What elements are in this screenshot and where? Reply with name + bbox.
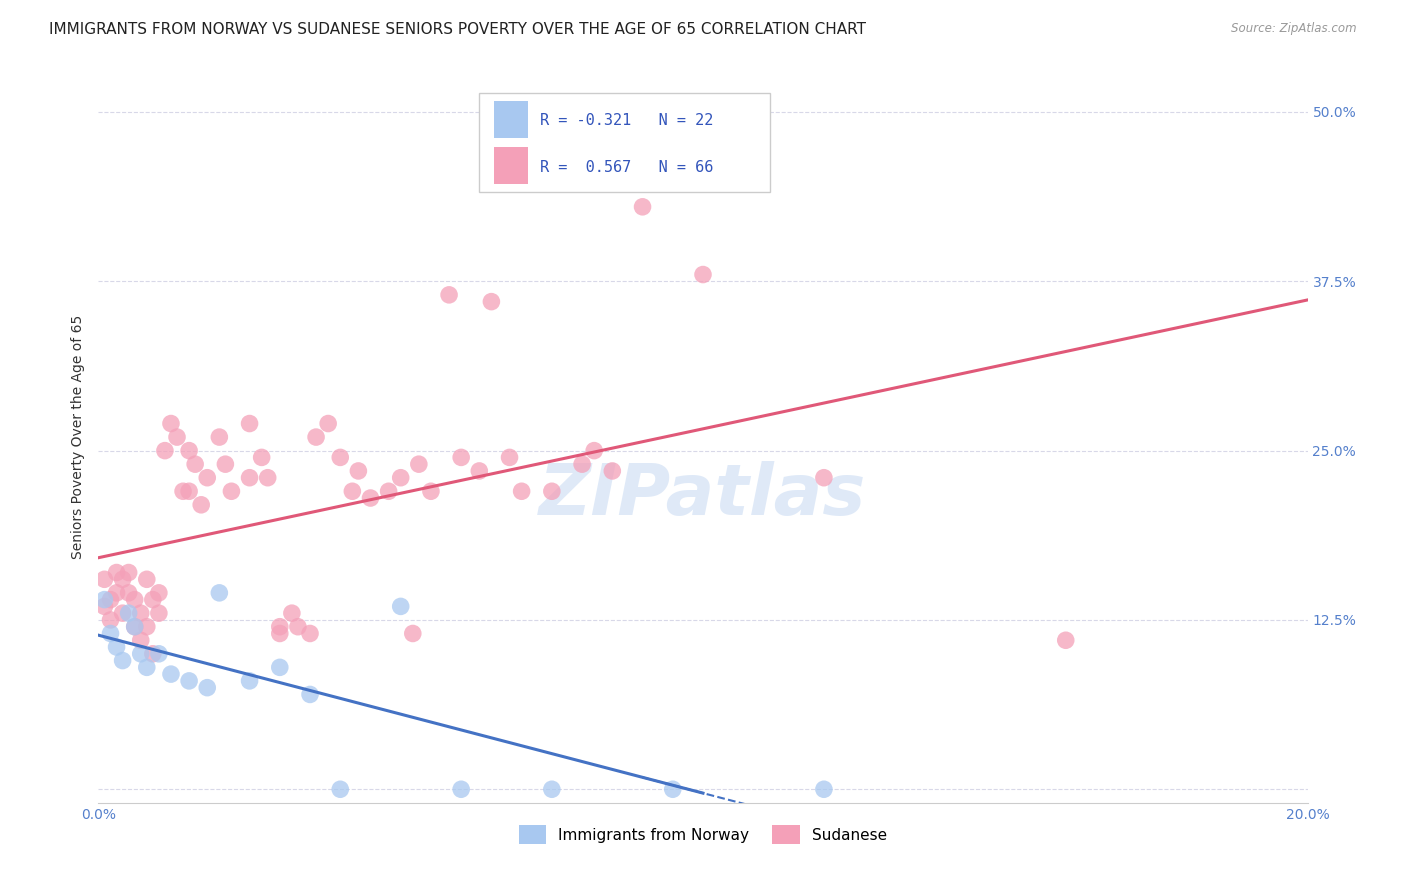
Point xyxy=(142,592,165,607)
Text: Source: ZipAtlas.com: Source: ZipAtlas.com xyxy=(1232,22,1357,36)
Point xyxy=(498,450,520,465)
Point xyxy=(360,491,382,505)
Point xyxy=(111,606,134,620)
Text: ZIPatlas: ZIPatlas xyxy=(540,461,866,530)
Point xyxy=(377,484,399,499)
Point xyxy=(135,572,157,586)
Point xyxy=(661,782,683,797)
Point xyxy=(111,654,134,668)
Point xyxy=(129,606,152,620)
Point xyxy=(105,566,128,580)
Point xyxy=(299,626,322,640)
Point xyxy=(299,688,322,702)
Point xyxy=(184,457,207,471)
Point xyxy=(160,417,183,431)
Point xyxy=(468,464,491,478)
Point xyxy=(142,647,165,661)
Point xyxy=(269,660,291,674)
Point xyxy=(166,430,188,444)
Point xyxy=(510,484,533,499)
Point xyxy=(118,586,141,600)
Text: R =  0.567   N = 66: R = 0.567 N = 66 xyxy=(540,160,713,175)
Point xyxy=(190,498,212,512)
Point xyxy=(571,457,593,471)
Text: IMMIGRANTS FROM NORWAY VS SUDANESE SENIORS POVERTY OVER THE AGE OF 65 CORRELATIO: IMMIGRANTS FROM NORWAY VS SUDANESE SENIO… xyxy=(49,22,866,37)
Point xyxy=(481,294,503,309)
Point xyxy=(148,647,170,661)
Point xyxy=(631,200,654,214)
Point xyxy=(287,620,309,634)
Point xyxy=(179,673,201,688)
Point xyxy=(100,613,122,627)
Point xyxy=(602,464,624,478)
Point xyxy=(420,484,443,499)
Point xyxy=(208,586,231,600)
Point xyxy=(692,268,714,282)
Point xyxy=(208,430,231,444)
Point xyxy=(129,633,152,648)
Point xyxy=(135,620,157,634)
Point xyxy=(250,450,273,465)
FancyBboxPatch shape xyxy=(479,94,769,192)
Point xyxy=(124,620,146,634)
Point xyxy=(437,288,460,302)
Point xyxy=(153,443,176,458)
Point xyxy=(111,572,134,586)
Point xyxy=(1054,633,1077,648)
Point xyxy=(179,484,201,499)
Point xyxy=(269,620,291,634)
Point xyxy=(329,782,352,797)
Point xyxy=(540,782,562,797)
Point xyxy=(256,471,278,485)
Point xyxy=(347,464,370,478)
Point xyxy=(124,592,146,607)
Point xyxy=(450,782,472,797)
Point xyxy=(148,586,170,600)
Point xyxy=(160,667,183,681)
Point xyxy=(329,450,352,465)
Point xyxy=(100,626,122,640)
Point xyxy=(100,592,122,607)
Point xyxy=(124,620,146,634)
Point xyxy=(93,599,115,614)
Point xyxy=(408,457,430,471)
Point xyxy=(389,471,412,485)
Point xyxy=(93,592,115,607)
Point xyxy=(269,626,291,640)
Point xyxy=(281,606,304,620)
Point xyxy=(342,484,364,499)
Point xyxy=(239,673,262,688)
Point xyxy=(148,606,170,620)
Point xyxy=(402,626,425,640)
Point xyxy=(813,471,835,485)
Point xyxy=(305,430,328,444)
Point xyxy=(389,599,412,614)
Point xyxy=(179,443,201,458)
Point xyxy=(129,647,152,661)
Point xyxy=(813,782,835,797)
Point xyxy=(105,586,128,600)
Point xyxy=(195,681,218,695)
Point xyxy=(195,471,218,485)
Point xyxy=(214,457,236,471)
Point xyxy=(172,484,194,499)
Y-axis label: Seniors Poverty Over the Age of 65: Seniors Poverty Over the Age of 65 xyxy=(70,315,84,559)
Point xyxy=(221,484,243,499)
Point xyxy=(239,417,262,431)
Legend: Immigrants from Norway, Sudanese: Immigrants from Norway, Sudanese xyxy=(513,819,893,850)
Point xyxy=(118,566,141,580)
Point xyxy=(105,640,128,654)
FancyBboxPatch shape xyxy=(494,147,527,184)
Point xyxy=(583,443,606,458)
Point xyxy=(450,450,472,465)
Point xyxy=(93,572,115,586)
Point xyxy=(239,471,262,485)
Point xyxy=(540,484,562,499)
Point xyxy=(135,660,157,674)
Point xyxy=(316,417,339,431)
Text: R = -0.321   N = 22: R = -0.321 N = 22 xyxy=(540,113,713,128)
Point xyxy=(118,606,141,620)
FancyBboxPatch shape xyxy=(494,101,527,137)
